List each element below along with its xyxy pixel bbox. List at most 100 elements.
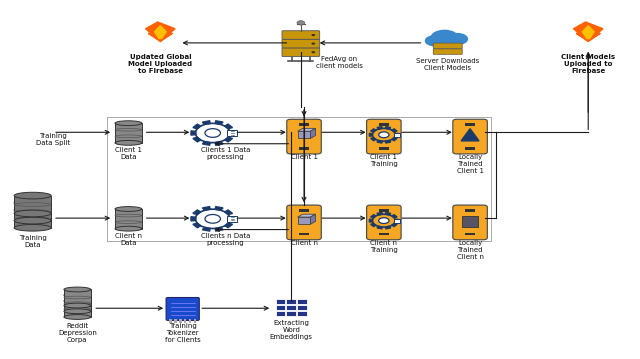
Polygon shape bbox=[369, 134, 372, 136]
Polygon shape bbox=[371, 129, 376, 132]
Polygon shape bbox=[377, 213, 382, 215]
Polygon shape bbox=[202, 121, 211, 125]
FancyBboxPatch shape bbox=[64, 289, 91, 306]
Bar bbox=[286, 299, 296, 304]
Polygon shape bbox=[582, 26, 594, 38]
Circle shape bbox=[447, 33, 468, 45]
Polygon shape bbox=[202, 141, 211, 145]
Circle shape bbox=[312, 51, 316, 53]
Bar bbox=[300, 147, 308, 150]
Polygon shape bbox=[310, 129, 316, 138]
Polygon shape bbox=[377, 140, 382, 143]
Polygon shape bbox=[377, 127, 382, 129]
Bar bbox=[300, 209, 308, 211]
Polygon shape bbox=[230, 217, 234, 221]
Bar bbox=[276, 305, 285, 310]
Bar bbox=[465, 233, 475, 236]
FancyBboxPatch shape bbox=[453, 119, 487, 154]
Polygon shape bbox=[371, 223, 376, 227]
Polygon shape bbox=[377, 226, 382, 229]
Ellipse shape bbox=[14, 210, 51, 217]
FancyBboxPatch shape bbox=[433, 49, 462, 54]
Ellipse shape bbox=[115, 226, 142, 231]
FancyBboxPatch shape bbox=[282, 48, 320, 56]
Polygon shape bbox=[202, 206, 211, 210]
Text: Training
Data Split: Training Data Split bbox=[36, 133, 70, 146]
Polygon shape bbox=[371, 215, 376, 218]
Bar bbox=[174, 319, 177, 323]
Text: Updated Global
Model Uploaded
to Firebase: Updated Global Model Uploaded to Firebas… bbox=[128, 54, 193, 74]
Bar bbox=[463, 216, 477, 227]
Polygon shape bbox=[154, 26, 166, 38]
Circle shape bbox=[379, 218, 389, 224]
Circle shape bbox=[431, 30, 459, 45]
Bar bbox=[297, 299, 307, 304]
FancyBboxPatch shape bbox=[115, 209, 142, 229]
FancyBboxPatch shape bbox=[14, 203, 51, 221]
Polygon shape bbox=[193, 137, 201, 142]
Polygon shape bbox=[392, 215, 397, 218]
Polygon shape bbox=[230, 131, 234, 135]
FancyBboxPatch shape bbox=[14, 210, 51, 228]
Text: Locally
Trained
Client n: Locally Trained Client n bbox=[456, 239, 484, 260]
FancyBboxPatch shape bbox=[394, 133, 400, 137]
Polygon shape bbox=[193, 210, 201, 215]
Polygon shape bbox=[202, 227, 211, 231]
Text: Client 1
Data: Client 1 Data bbox=[115, 147, 142, 160]
FancyBboxPatch shape bbox=[367, 205, 401, 240]
Ellipse shape bbox=[115, 121, 142, 126]
Polygon shape bbox=[225, 210, 232, 215]
Polygon shape bbox=[385, 140, 391, 143]
FancyBboxPatch shape bbox=[394, 219, 400, 223]
FancyBboxPatch shape bbox=[287, 205, 321, 240]
FancyBboxPatch shape bbox=[227, 130, 237, 136]
FancyBboxPatch shape bbox=[166, 298, 199, 320]
Ellipse shape bbox=[64, 303, 91, 308]
Ellipse shape bbox=[115, 140, 142, 145]
Polygon shape bbox=[369, 219, 372, 222]
Polygon shape bbox=[385, 226, 391, 229]
Text: Training
Data: Training Data bbox=[19, 235, 47, 248]
Bar bbox=[286, 305, 296, 310]
Bar bbox=[465, 147, 475, 150]
Bar bbox=[276, 311, 285, 316]
Polygon shape bbox=[310, 214, 316, 224]
Polygon shape bbox=[395, 219, 398, 222]
Polygon shape bbox=[392, 137, 397, 141]
Polygon shape bbox=[385, 213, 391, 215]
Polygon shape bbox=[371, 137, 376, 141]
Bar bbox=[286, 311, 296, 316]
Polygon shape bbox=[392, 223, 397, 227]
Ellipse shape bbox=[14, 200, 51, 206]
Text: Client 1: Client 1 bbox=[291, 154, 317, 160]
Polygon shape bbox=[573, 22, 603, 42]
Polygon shape bbox=[298, 214, 316, 217]
FancyBboxPatch shape bbox=[367, 119, 401, 154]
Bar bbox=[300, 233, 308, 236]
Bar bbox=[379, 147, 388, 150]
Bar bbox=[184, 319, 186, 323]
Text: Client 1
Training: Client 1 Training bbox=[370, 154, 397, 167]
Text: FedAvg on
client models: FedAvg on client models bbox=[316, 56, 363, 69]
Ellipse shape bbox=[115, 206, 142, 211]
Ellipse shape bbox=[64, 287, 91, 292]
Polygon shape bbox=[191, 131, 196, 135]
FancyBboxPatch shape bbox=[64, 295, 91, 311]
Polygon shape bbox=[145, 22, 175, 42]
Text: Client n
Data: Client n Data bbox=[115, 233, 142, 246]
Polygon shape bbox=[215, 206, 223, 210]
Ellipse shape bbox=[14, 224, 51, 231]
FancyBboxPatch shape bbox=[433, 43, 462, 48]
Bar bbox=[298, 131, 310, 138]
Text: Clients 1 Data
processing: Clients 1 Data processing bbox=[201, 147, 250, 160]
Bar bbox=[189, 319, 191, 323]
Circle shape bbox=[442, 37, 460, 47]
Ellipse shape bbox=[14, 206, 51, 213]
FancyBboxPatch shape bbox=[64, 301, 91, 317]
Polygon shape bbox=[392, 129, 397, 132]
Bar bbox=[297, 305, 307, 310]
Circle shape bbox=[205, 129, 220, 137]
Polygon shape bbox=[193, 223, 201, 228]
Polygon shape bbox=[298, 129, 316, 131]
Bar bbox=[298, 217, 310, 224]
